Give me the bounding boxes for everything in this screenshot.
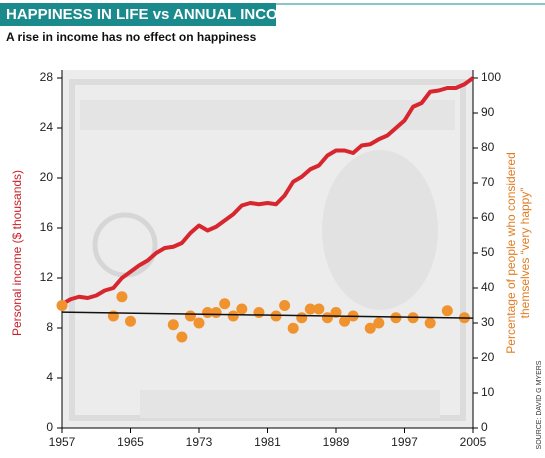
y-axis-label: Personal income ($ thousands) (10, 170, 24, 336)
y2-tick-label: 20 (481, 350, 495, 364)
happiness-dot (373, 317, 385, 329)
income-line (60, 76, 475, 306)
trend-line (61, 311, 474, 319)
happiness-dot (193, 317, 205, 329)
y2-tick-label: 0 (481, 420, 488, 434)
happiness-dot (441, 305, 453, 317)
y2-tick-label: 10 (481, 385, 495, 399)
happiness-dot (339, 315, 351, 327)
y-tick-label: 20 (40, 170, 54, 184)
y-tick-label: 12 (40, 270, 54, 284)
title-banner (0, 3, 276, 26)
happiness-dot (304, 303, 316, 315)
happiness-dot (330, 307, 342, 318)
happiness-dot (270, 310, 282, 322)
happiness-dot (210, 307, 222, 318)
y-tick-label: 24 (40, 120, 54, 134)
happiness-dot (116, 291, 128, 303)
happiness-dot (287, 322, 299, 334)
happiness-dot (167, 319, 179, 331)
y2-axis-label: Percentage of people who considered (504, 152, 518, 353)
happiness-dot (313, 303, 325, 315)
happiness-dot (236, 303, 248, 315)
x-tick-label: 1965 (117, 435, 144, 449)
happiness-dot (125, 315, 136, 327)
happiness-dot (424, 317, 436, 329)
bill-background (62, 70, 473, 428)
happiness-dot (176, 331, 188, 343)
y2-tick-label: 70 (481, 175, 495, 189)
x-tick-label: 1957 (49, 435, 76, 449)
y2-tick-label: 50 (481, 245, 495, 259)
y2-tick-label: 100 (481, 70, 501, 84)
happiness-dot (390, 312, 402, 324)
happiness-dot (56, 300, 68, 311)
y2-tick-label: 90 (481, 105, 495, 119)
happiness-dot (227, 310, 239, 322)
y2-tick-label: 30 (481, 315, 495, 329)
y-tick-label: 16 (40, 220, 54, 234)
happiness-dot (219, 298, 231, 310)
x-tick-label: 1973 (186, 435, 213, 449)
happiness-dot (253, 307, 265, 318)
happiness-dot (364, 322, 376, 334)
y2-tick-label: 60 (481, 210, 495, 224)
y-tick-label: 8 (46, 320, 53, 334)
y2-axis-label: themselves “very happy” (518, 188, 532, 319)
chart-title: HAPPINESS IN LIFE vs ANNUAL INCOME (6, 6, 300, 23)
chart-subtitle: A rise in income has no effect on happin… (6, 30, 257, 44)
x-tick-label: 1981 (254, 435, 281, 449)
x-tick-label: 2005 (460, 435, 487, 449)
happiness-dot (296, 312, 308, 324)
x-tick-label: 1997 (391, 435, 418, 449)
y2-tick-label: 80 (481, 140, 495, 154)
source-note: SOURCE: DAVID G MYERS (536, 360, 543, 449)
y-tick-label: 4 (46, 370, 53, 384)
x-tick-label: 1989 (323, 435, 350, 449)
y-tick-label: 28 (40, 70, 54, 84)
y-tick-label: 0 (46, 420, 53, 434)
happiness-dot (202, 307, 214, 318)
happiness-dot (184, 310, 196, 322)
happiness-dot (279, 300, 291, 311)
y2-tick-label: 40 (481, 280, 495, 294)
happiness-dot (321, 312, 333, 324)
